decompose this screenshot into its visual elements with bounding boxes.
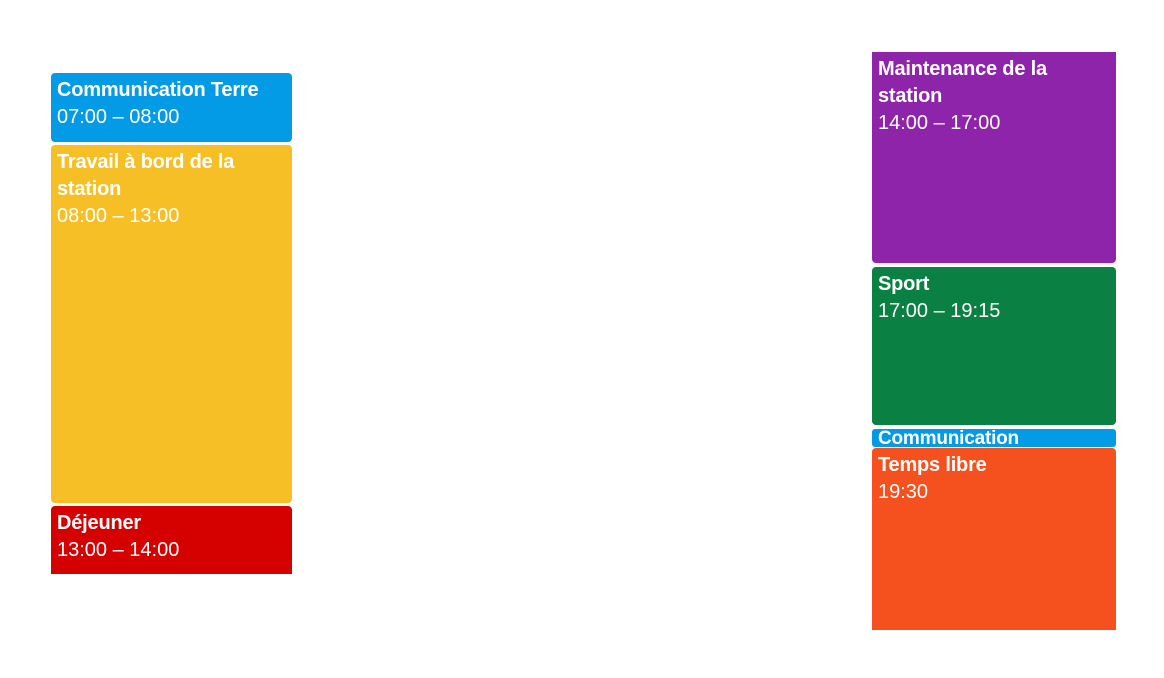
event-communication[interactable]: Communication <box>872 429 1116 447</box>
event-communication-terre[interactable]: Communication Terre 07:00 – 08:00 <box>51 73 292 142</box>
event-time: 08:00 – 13:00 <box>57 205 180 227</box>
event-title: Temps libre <box>878 454 987 476</box>
event-title: Travail à bord de la station <box>57 151 235 200</box>
event-temps-libre[interactable]: Temps libre 19:30 <box>872 448 1116 630</box>
event-time: 14:00 – 17:00 <box>878 112 1001 134</box>
event-title: Maintenance de la station <box>878 58 1047 107</box>
event-travail-station[interactable]: Travail à bord de la station 08:00 – 13:… <box>51 145 292 503</box>
event-maintenance-station[interactable]: Maintenance de la station 14:00 – 17:00 <box>872 52 1116 263</box>
event-title: Communication <box>878 429 1019 447</box>
event-sport[interactable]: Sport 17:00 – 19:15 <box>872 267 1116 425</box>
event-time: 07:00 – 08:00 <box>57 106 180 128</box>
event-time: 19:30 <box>878 481 929 503</box>
event-title: Déjeuner <box>57 512 141 534</box>
event-time: 17:00 – 19:15 <box>878 300 1001 322</box>
event-title: Communication Terre <box>57 79 259 101</box>
event-title: Sport <box>878 273 930 295</box>
event-dejeuner[interactable]: Déjeuner 13:00 – 14:00 <box>51 506 292 574</box>
event-time: 13:00 – 14:00 <box>57 539 180 561</box>
